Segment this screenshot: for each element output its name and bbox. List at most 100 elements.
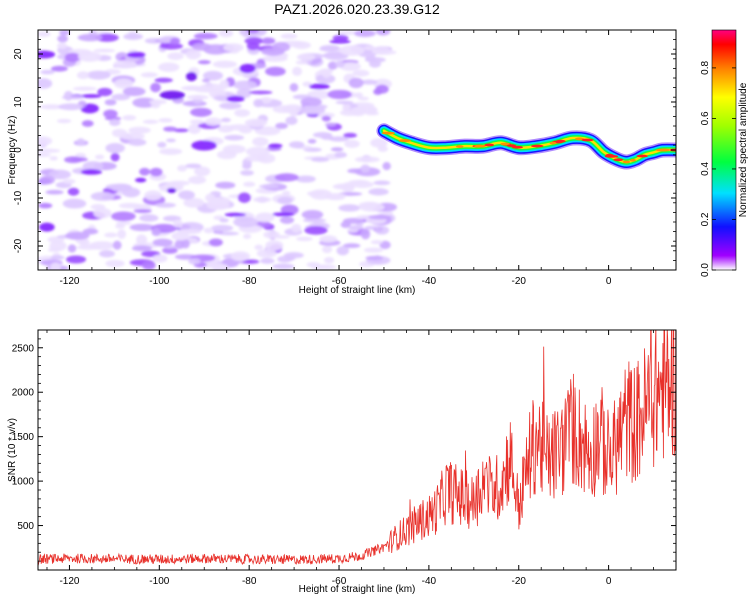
noise-blob [105, 183, 132, 190]
noise-blob [50, 262, 61, 270]
noise-blob [202, 70, 224, 81]
signal-hotspot [530, 144, 544, 148]
noise-blob [115, 223, 126, 229]
noise-blob [122, 115, 137, 121]
noise-blob [144, 190, 162, 201]
colorbar-tick-label: 0.4 [700, 162, 711, 176]
noise-blob [159, 148, 183, 155]
noise-blob [307, 191, 324, 197]
noise-blob [338, 204, 361, 212]
noise-blob [178, 190, 195, 200]
spectrogram-x-tick-label: -40 [422, 276, 437, 287]
noise-blob [342, 243, 361, 249]
noise-blob [188, 123, 201, 135]
noise-blob [67, 244, 77, 253]
snr-y-tick-label: 500 [17, 521, 34, 532]
noise-blob [167, 52, 184, 60]
noise-blob [104, 99, 117, 106]
noise-blob [193, 32, 218, 40]
noise-blob [352, 69, 370, 77]
noise-blob [244, 118, 268, 127]
noise-blob [263, 230, 280, 239]
noise-blob [203, 227, 214, 234]
noise-blob [317, 112, 335, 118]
noise-blob [296, 53, 316, 61]
noise-blob [339, 61, 361, 72]
snr-x-tick-label: -120 [59, 576, 79, 587]
spectrogram-x-ticks: -120 -100 -80 -60 -40 -20 0 [46, 30, 677, 287]
noise-blob [374, 225, 390, 235]
noise-blob [328, 136, 349, 142]
noise-blob [111, 93, 131, 101]
noise-blob [103, 109, 118, 119]
noise-blob [39, 175, 55, 185]
noise-blob [272, 212, 295, 217]
noise-blob [70, 157, 88, 162]
noise-blob [90, 191, 115, 201]
signal-hotspot [661, 148, 668, 152]
noise-blob [139, 167, 151, 176]
noise-blob [50, 255, 65, 260]
noise-blob [38, 152, 51, 158]
noise-blob [136, 234, 148, 246]
chart-title: PAZ1.2026.020.23.39.G12 [274, 1, 440, 17]
noise-blob [159, 42, 184, 50]
signal-hotspot [549, 141, 557, 145]
noise-blob [76, 138, 86, 146]
colorbar-ticks: 0.0 0.2 0.4 0.6 0.8 [700, 61, 736, 277]
noise-blob [203, 44, 229, 55]
noise-blob [369, 60, 381, 68]
noise-blob [327, 89, 352, 100]
noise-blob [50, 65, 68, 72]
noise-blob [162, 247, 178, 254]
noise-blob [350, 107, 367, 115]
noise-blob [62, 198, 87, 209]
spectrogram-y-ticks: -20 -10 0 10 20 [13, 29, 676, 271]
noise-blob [307, 138, 317, 144]
noise-blob [237, 192, 251, 203]
noise-blob [253, 196, 272, 203]
signal-hotspot [381, 131, 395, 135]
noise-blob [259, 184, 280, 189]
snr-panel: -120 -100 -80 -60 -40 -20 0 500 1000 1500 2000 250… [7, 329, 677, 595]
noise-blob [197, 60, 211, 65]
noise-blob [58, 103, 84, 111]
noise-blob [62, 178, 76, 185]
noise-blob [157, 141, 167, 148]
noise-blob [275, 122, 288, 130]
spectrogram-y-tick-label: 20 [13, 48, 24, 60]
noise-blob [154, 77, 173, 83]
noise-blob [205, 193, 216, 203]
noise-blob [244, 37, 264, 45]
noise-blob [285, 116, 298, 125]
noise-blob [272, 105, 295, 114]
noise-blob [296, 236, 313, 242]
noise-blob [110, 211, 136, 222]
noise-blob [224, 134, 245, 141]
noise-blob [149, 167, 163, 177]
signal-hotspot [605, 153, 615, 157]
noise-blob [171, 231, 190, 241]
noise-blob [129, 223, 155, 232]
noise-blob [373, 180, 391, 186]
spectrogram-y-tick-label: 10 [13, 96, 24, 108]
noise-blob [77, 51, 102, 62]
noise-blob [95, 33, 119, 42]
spectrogram-x-label: Height of straight line (km) [299, 285, 416, 296]
noise-blob [167, 180, 190, 186]
snr-y-tick-label: 1000 [12, 477, 35, 488]
noise-blob [38, 202, 53, 209]
signal-hotspot [473, 144, 486, 148]
noise-blob [218, 231, 239, 236]
noise-blob [253, 98, 264, 108]
noise-blob [219, 218, 229, 223]
noise-blob [47, 247, 61, 252]
signal-hotspot [398, 139, 411, 142]
noise-blob [315, 74, 336, 84]
noise-blob [191, 140, 217, 151]
noise-blob [139, 214, 159, 222]
noise-blob [201, 78, 210, 83]
noise-blob [255, 212, 275, 223]
noise-blob [243, 181, 256, 187]
noise-blob [264, 66, 286, 77]
